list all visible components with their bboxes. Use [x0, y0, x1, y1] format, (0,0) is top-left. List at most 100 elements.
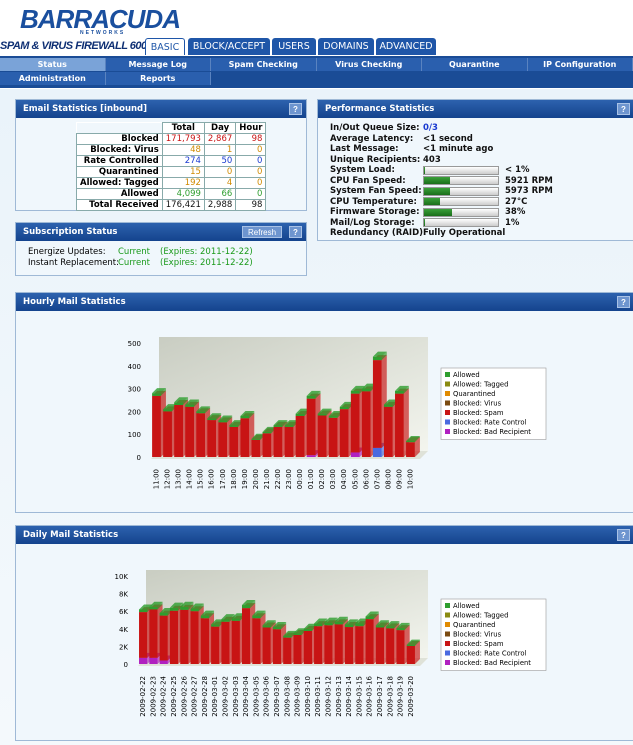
tab[interactable]: BASIC	[145, 38, 185, 55]
bar-side	[414, 436, 420, 443]
legend-label: Quarantined	[453, 621, 495, 629]
x-tick-label: 21:00	[263, 469, 271, 489]
legend-swatch	[445, 631, 450, 637]
cell: 0	[203, 166, 237, 178]
nav-item[interactable]: Administration	[0, 72, 106, 85]
bar-segment	[383, 404, 393, 407]
tab[interactable]: DOMAINS	[318, 38, 374, 55]
bar-side	[183, 397, 189, 406]
x-tick-label: 09:00	[395, 469, 403, 489]
legend-swatch	[445, 410, 450, 415]
y-tick-label: 10K	[115, 573, 129, 581]
x-tick-label: 23:00	[285, 469, 293, 489]
tab[interactable]: ADVANCED	[376, 38, 436, 55]
x-tick-label: 11:00	[153, 469, 161, 489]
bar-segment	[306, 398, 316, 456]
bar-segment	[317, 415, 327, 457]
bar-top	[163, 404, 177, 410]
legend-swatch	[445, 603, 450, 608]
x-tick-label: 03:00	[329, 469, 337, 489]
y-tick-label: 4K	[119, 626, 128, 634]
bar-segment	[240, 415, 250, 419]
x-tick-label: 2009-02-26	[180, 675, 188, 716]
bar-segment	[306, 455, 316, 457]
bar-segment	[293, 633, 302, 635]
bar-segment	[350, 393, 360, 453]
x-tick-label: 2009-03-17	[376, 676, 384, 717]
bar-top	[344, 619, 359, 625]
bar-top	[139, 604, 153, 610]
bar-side	[384, 620, 390, 628]
bar-top	[324, 617, 338, 623]
perf-value: 403	[423, 154, 441, 165]
legend-label: Blocked: Virus	[453, 631, 502, 639]
panel-title: Performance Statistics	[318, 100, 633, 118]
help-button[interactable]: ?	[617, 103, 630, 115]
gauge-fill	[424, 208, 453, 216]
nav-item[interactable]: Status	[0, 58, 106, 71]
help-button[interactable]: ?	[617, 529, 630, 541]
bar-segment	[139, 609, 148, 613]
x-tick-label: 06:00	[362, 469, 370, 489]
nav-item[interactable]: IP Configuration	[527, 58, 633, 71]
bar-segment	[284, 425, 294, 427]
x-tick-label: 22:00	[274, 469, 282, 489]
x-tick-label: 2009-03-07	[273, 676, 281, 717]
bar-segment	[396, 630, 405, 664]
nav-item[interactable]: Quarantine	[422, 58, 528, 71]
refresh-button[interactable]: Refresh	[242, 226, 283, 238]
tab[interactable]: USERS	[272, 38, 316, 55]
bar-side	[270, 620, 276, 628]
help-button[interactable]: ?	[289, 103, 302, 115]
bar-segment	[295, 415, 305, 457]
bar-top	[386, 621, 400, 627]
bar-top	[262, 426, 277, 432]
bar-segment	[229, 426, 239, 457]
nav-item[interactable]: Spam Checking	[211, 58, 317, 71]
gauge-fill	[424, 198, 441, 205]
nav-item[interactable]: Virus Checking	[316, 58, 422, 71]
bar-segment	[180, 606, 189, 610]
bar-side	[326, 408, 332, 416]
bar-segment	[185, 404, 195, 407]
help-button[interactable]: ?	[289, 226, 302, 238]
bar-top	[293, 628, 307, 634]
x-tick-label: 01:00	[307, 469, 315, 489]
perf-label: CPU Fan Speed:	[330, 175, 406, 186]
cell: 0	[235, 177, 267, 189]
cell: 0	[235, 144, 267, 156]
bar-segment	[159, 615, 168, 661]
help-button[interactable]: ?	[617, 296, 630, 308]
chart: 0 100 200 300 400 500 11:00 12:00 13:00 14:00 15:0…	[128, 337, 547, 489]
bar-side	[315, 390, 321, 399]
bar-top	[406, 639, 420, 645]
bar-top	[218, 415, 233, 421]
x-tick-label: 2009-02-25	[170, 676, 178, 717]
bar-top	[355, 618, 369, 624]
legend-swatch	[445, 660, 450, 665]
cell: 0	[235, 166, 267, 178]
bar-segment	[231, 618, 240, 621]
bar-segment	[139, 657, 148, 664]
cell: 50	[203, 155, 237, 167]
cell: 274	[161, 155, 205, 167]
bar-segment	[200, 618, 210, 664]
bar-segment	[272, 629, 282, 664]
bar-segment	[328, 415, 338, 418]
perf-value: <1 second	[423, 133, 473, 144]
nav-item[interactable]: Message Log	[105, 58, 211, 71]
bar-segment	[383, 406, 393, 457]
legend-label: Blocked: Spam	[453, 409, 504, 417]
bar-segment	[218, 422, 228, 457]
tab[interactable]: BLOCK/ACCEPT	[188, 38, 270, 55]
bar-side	[157, 601, 163, 610]
bar-top	[241, 600, 256, 606]
bar-segment	[350, 452, 360, 457]
bar-segment	[174, 405, 184, 457]
bar-segment	[395, 390, 404, 394]
nav-item[interactable]: Reports	[105, 72, 211, 85]
legend-swatch	[445, 400, 450, 406]
x-tick-label: 2009-03-11	[314, 676, 322, 717]
bar-segment	[339, 406, 349, 410]
bar-segment	[350, 390, 360, 394]
